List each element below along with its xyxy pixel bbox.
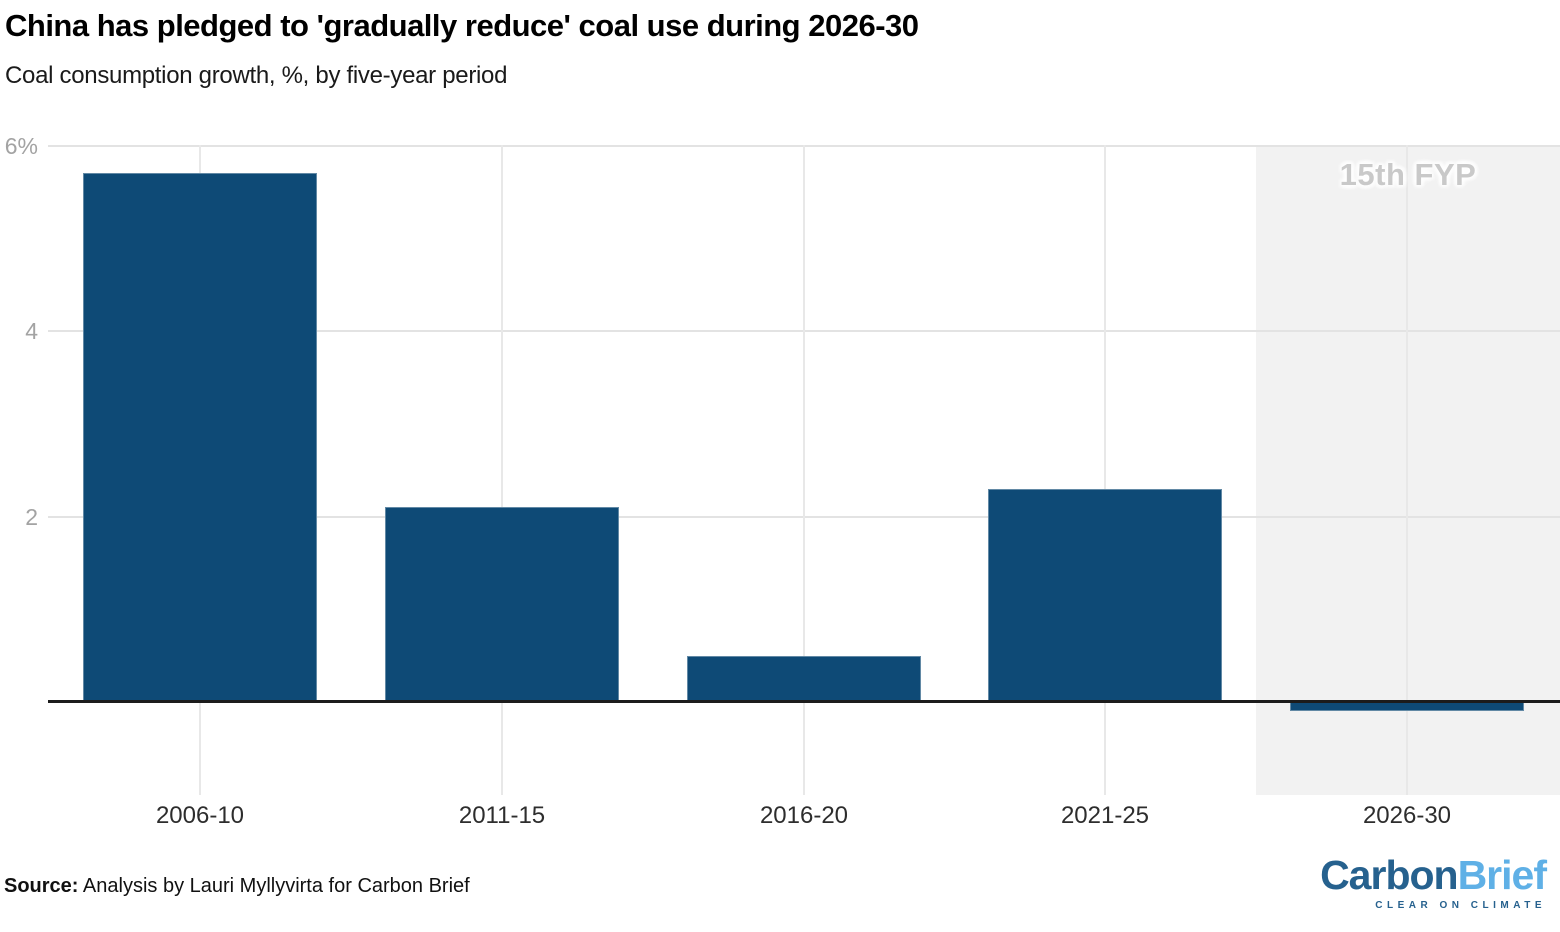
bar-2011-15 [385, 507, 619, 702]
bar-2006-10 [83, 173, 317, 702]
x-axis-tick-label: 2021-25 [1060, 802, 1150, 829]
x-gridline [501, 145, 503, 795]
chart-title: China has pledged to 'gradually reduce' … [5, 8, 919, 43]
y-axis-tick-label: 6% [4, 133, 38, 159]
x-axis-tick-label: 2026-30 [1362, 802, 1452, 829]
fyp-annotation: 15th FYP [1339, 157, 1477, 192]
forecast-highlight-band [1256, 145, 1560, 795]
chart-subtitle: Coal consumption growth, %, by five-year… [5, 62, 508, 89]
x-gridline [803, 145, 805, 795]
x-axis-baseline [48, 700, 1560, 703]
y-axis-tick-label: 4 [25, 318, 38, 344]
bar-2016-20 [687, 656, 921, 702]
carbonbrief-wordmark: CarbonBrief [1320, 852, 1547, 898]
logo-carbon-text: Carbon [1320, 852, 1458, 898]
x-axis-tick-label: 2016-20 [759, 802, 849, 829]
bar-2026-30 [1290, 702, 1524, 711]
logo-brief-text: Brief [1457, 852, 1547, 898]
bar-2021-25 [988, 489, 1222, 702]
logo-tagline: CLEAR ON CLIMATE [1375, 900, 1546, 911]
x-gridline [1104, 145, 1106, 795]
x-gridline [1406, 145, 1408, 795]
source-text: Analysis by Lauri Myllyvirta for Carbon … [78, 875, 470, 897]
x-axis-tick-label: 2011-15 [458, 802, 546, 829]
x-axis-tick-label: 2006-10 [155, 802, 245, 829]
y-axis-tick-label: 2 [25, 504, 38, 530]
source-label: Source: [4, 875, 79, 897]
source-line: Source: Analysis by Lauri Myllyvirta for… [4, 875, 470, 898]
carbonbrief-logo: CarbonBrief CLEAR ON CLIMATE [1320, 852, 1547, 911]
